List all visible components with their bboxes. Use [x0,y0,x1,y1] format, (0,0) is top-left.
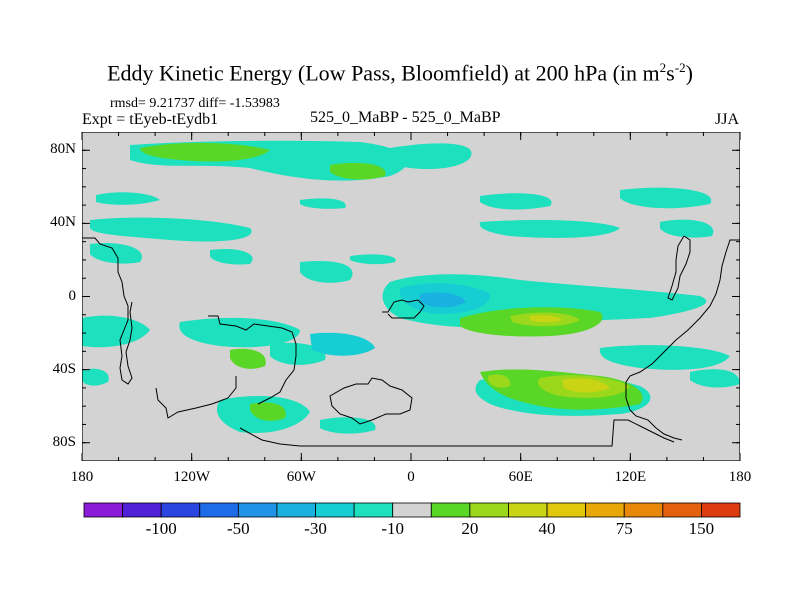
y-tick-label: 80S [52,433,76,450]
region-40n-band [90,217,252,242]
colorbar-swatch [701,502,741,518]
run-comparison-label: 525_0_MaBP - 525_0_MaBP [310,109,501,126]
y-tick-label: 40N [50,214,76,231]
region-south-indian-east [599,345,730,370]
y-tick-label: 40S [52,360,76,377]
coastline-antarctica [239,419,675,447]
y-tick-label: 0 [68,287,77,304]
colorbar-swatch [122,502,162,518]
colorbar-swatch [585,502,625,518]
colorbar-label: -10 [381,519,405,538]
coastline-africa [208,315,297,405]
colorbar-swatch [392,502,432,518]
coastline-pacific-east [625,239,740,441]
region-north-atlantic-green [330,162,386,180]
region-southern-indian-ocean-core [562,378,610,393]
coastline-eurasia-south [329,377,413,425]
colorbar-swatch [508,502,548,518]
x-tick-label: 0 [407,469,415,485]
colorbar-swatch [662,502,702,518]
stats-label: rmsd= 9.21737 diff= -1.53983 [110,96,280,111]
colorbar-label: -30 [304,519,327,538]
colorbar-swatch [237,502,278,518]
colorbar-label: 40 [538,519,556,538]
region-far-east-south [690,369,740,388]
region-western-atlantic-30n [90,242,142,264]
y-axis-ticks [82,149,740,444]
experiment-label: Expt = tEyeb-tEydb1 [82,111,219,128]
colorbar-swatch [83,502,123,518]
x-tick-label: 60E [508,469,533,485]
colorbar-swatch [623,502,664,518]
y-tick-label: 80N [50,141,76,158]
coastline-asia-east [667,235,691,301]
coastline-south-america [155,376,237,419]
colorbar-swatch [353,502,394,518]
colorbar-label: -100 [145,519,177,538]
x-tick-label: 120W [173,469,210,485]
region-40n-far-east [660,219,714,238]
coastline [82,235,740,447]
region-south-america-tropics [179,317,300,348]
region-south-pole [320,417,376,434]
region-eastern-pacific-20n [210,248,253,265]
region-high-north-east [390,143,472,170]
region-north-africa [300,260,353,283]
region-south-east-atlantic [82,315,150,348]
region-north-pacific [620,187,712,209]
region-tropical-pacific [350,254,396,265]
colorbar-swatch [315,502,355,518]
region-tropical-east-peak [530,315,562,323]
x-tick-label: 180 [728,469,752,485]
region-south-atlantic [270,342,326,365]
colorbar-label: 75 [615,519,633,538]
region-far-west-south [82,368,109,386]
region-north-east-strip [480,193,552,210]
colorbar-swatch [160,502,201,518]
region-south-atlantic-green [230,348,266,369]
coastline-europe [382,299,425,319]
region-south-atlantic-mid [488,374,511,388]
colorbar-swatch [469,502,509,518]
contour-band-pos75 [530,315,610,393]
season-label: JJA [715,111,740,128]
colorbar-swatch [546,502,587,518]
region-north-mid [300,198,346,209]
x-axis-ticks [81,132,741,461]
colorbar-label: 150 [688,519,715,538]
colorbar-swatch [199,502,239,518]
colorbar [83,502,741,518]
region-arctic-green [140,142,270,162]
x-tick-label: 180 [70,469,94,485]
x-tick-label: 120E [614,469,647,485]
contour-band-neg50 [420,292,466,308]
region-indian-ocean-core [420,292,466,308]
colorbar-swatch [276,502,316,518]
x-tick-label: 60W [286,469,316,485]
chart-title: Eddy Kinetic Energy (Low Pass, Bloomfiel… [107,60,693,86]
colorbar-label: 20 [461,519,479,538]
region-south-america-core [310,332,375,356]
coastline-americas [82,237,133,385]
region-southern-ocean-green [250,402,286,421]
colorbar-label: -50 [227,519,250,538]
colorbar-swatch [430,502,471,518]
region-40n-east [479,220,620,238]
region-north-atlantic-strip [96,192,160,205]
